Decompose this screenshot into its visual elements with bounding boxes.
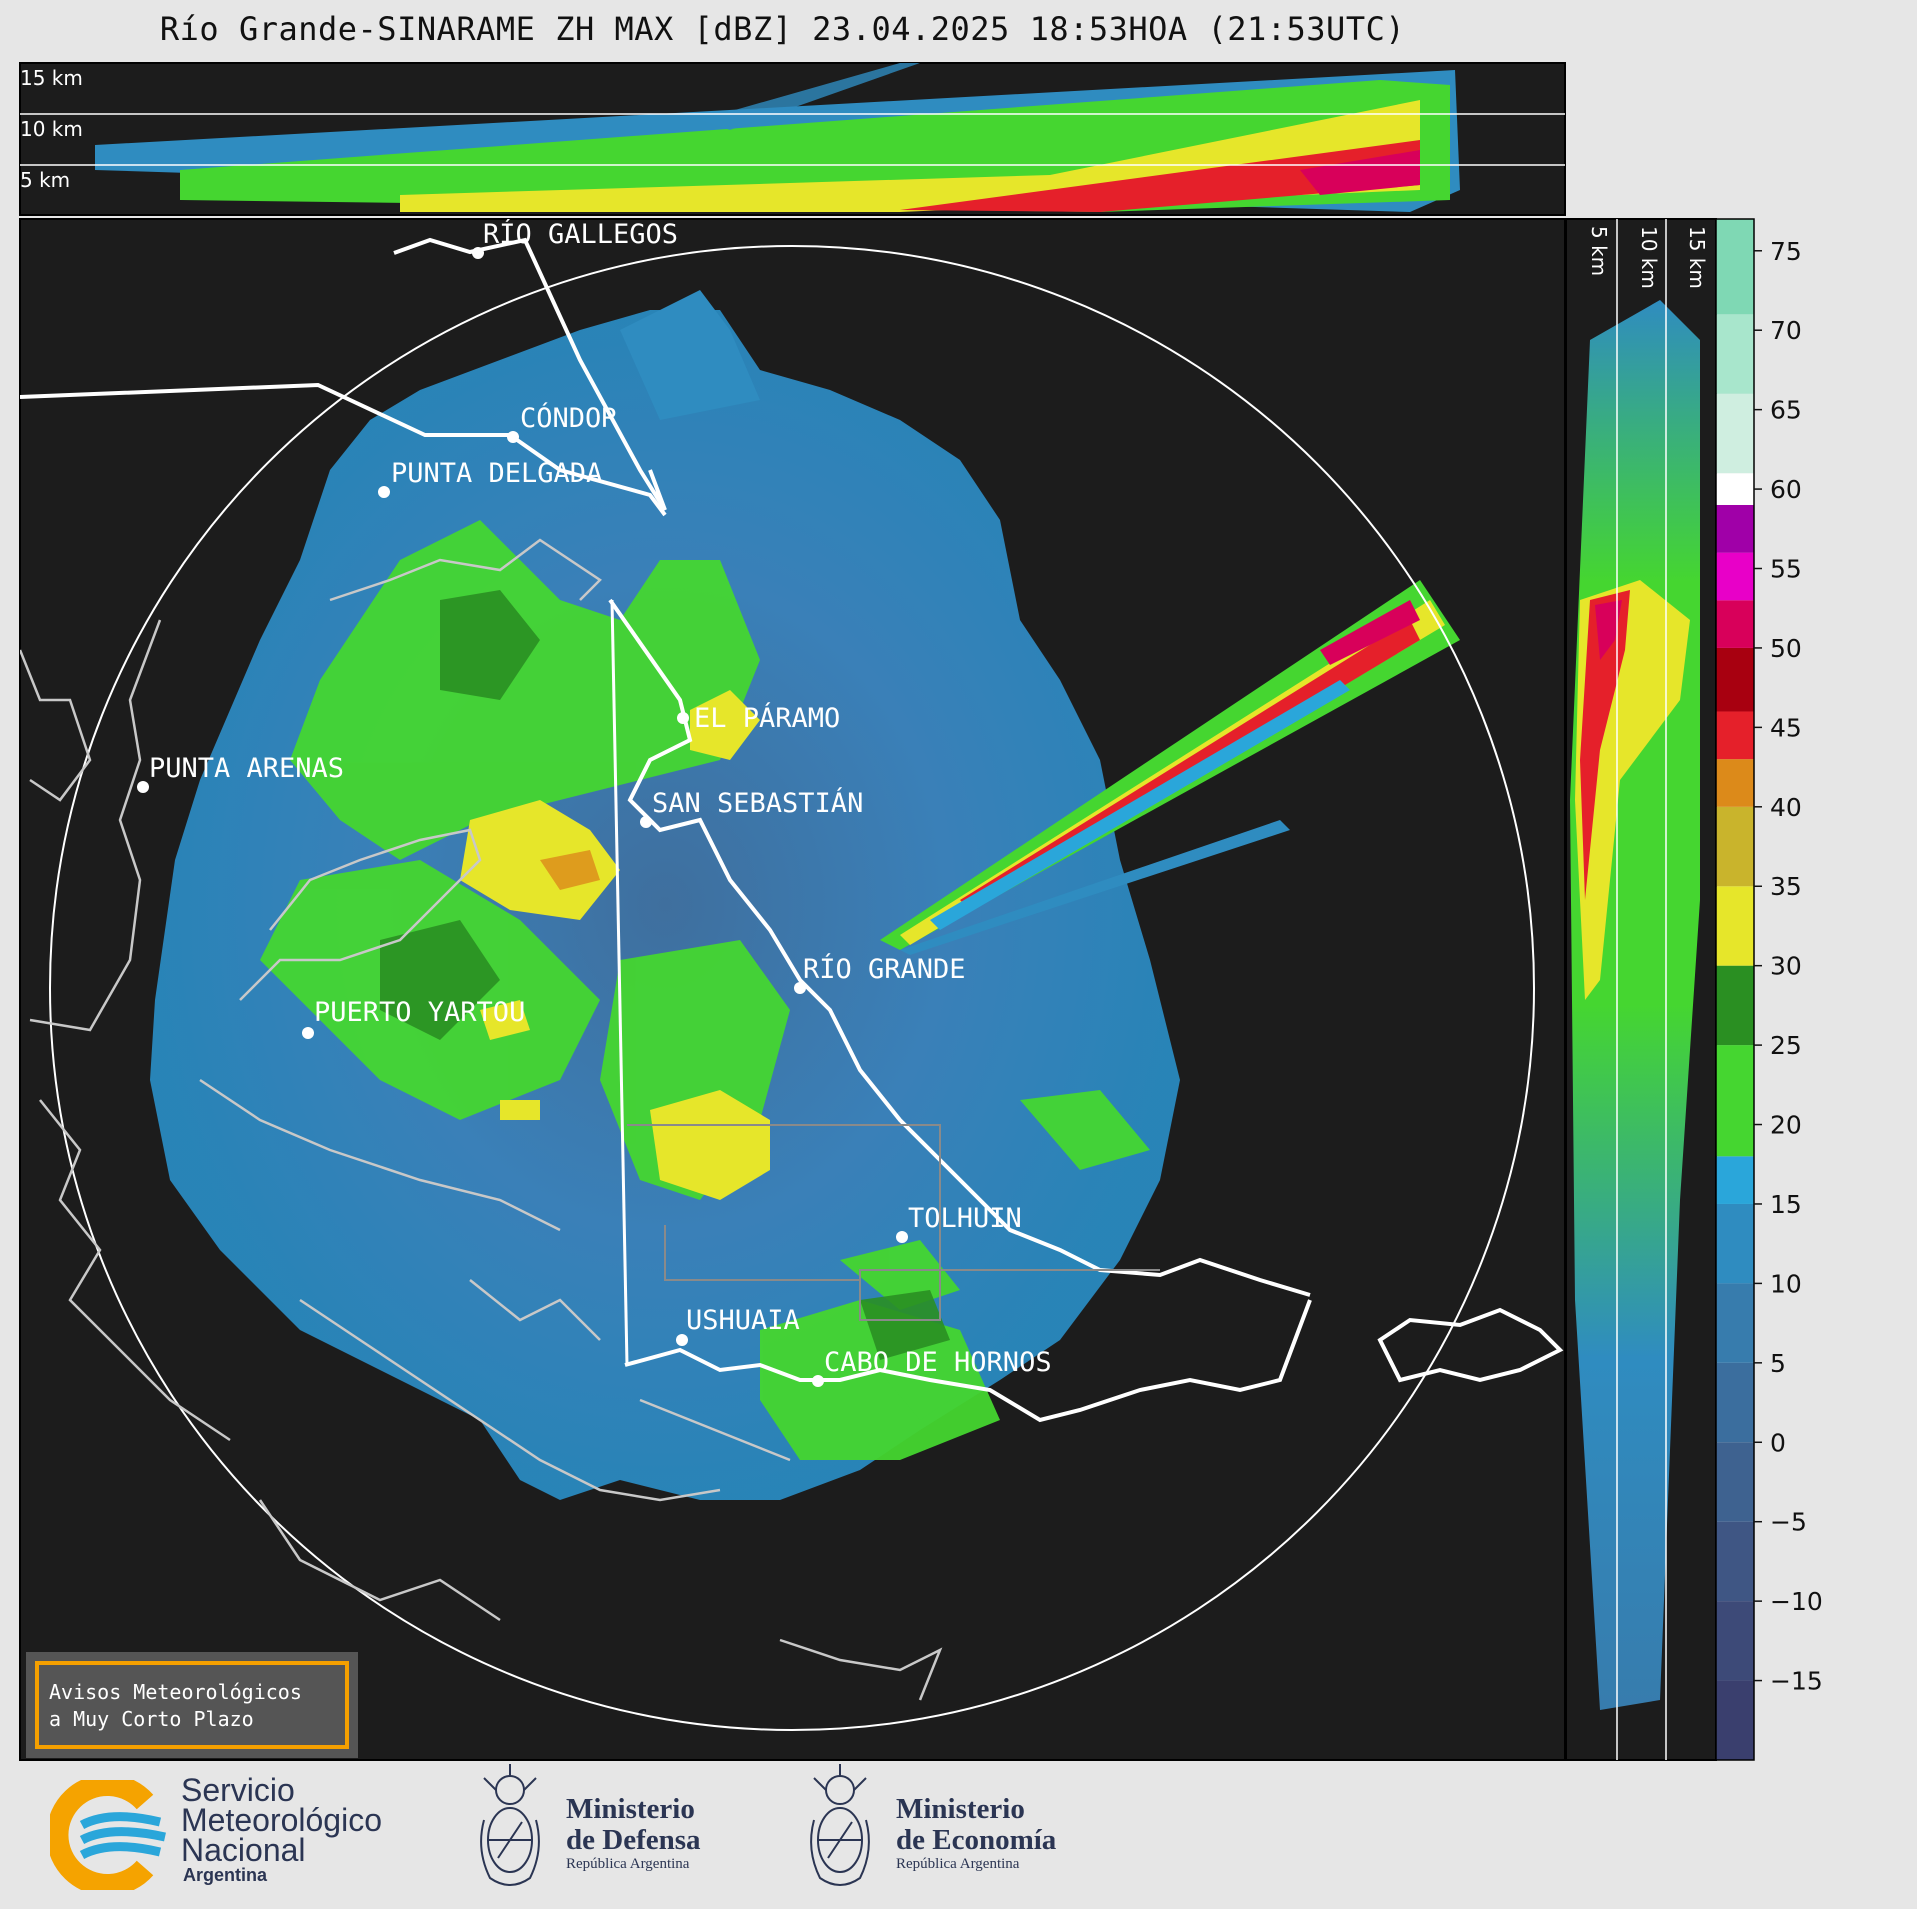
- nowcast-warning-line1: Avisos Meteorológicos: [49, 1680, 302, 1704]
- colorbar-tick-label: 60: [1770, 475, 1802, 504]
- colorbar-band: [1716, 552, 1754, 601]
- city-label-punta-delgada: PUNTA DELGADA: [391, 458, 602, 489]
- colorbar-tick-label: 55: [1770, 555, 1802, 584]
- economia-line1: Ministerio: [896, 1793, 1025, 1825]
- city-label-el-paramo: EL PÁRAMO: [694, 702, 840, 734]
- colorbar-tick-label: 40: [1770, 793, 1802, 822]
- colorbar-bands: [1716, 219, 1754, 1760]
- colorbar-tick-label: 0: [1770, 1428, 1786, 1457]
- nowcast-warning-frame: Avisos Meteorológicos a Muy Corto Plazo: [35, 1661, 349, 1749]
- dark-green-echoes: [380, 590, 950, 1360]
- colorbar-band: [1716, 759, 1754, 807]
- echo-field-north: [620, 290, 760, 420]
- economia-line2: de Economía: [896, 1824, 1057, 1856]
- colorbar-band: [1716, 1045, 1754, 1157]
- colorbar-band: [1716, 1680, 1754, 1760]
- border-line: [610, 599, 629, 1366]
- colorbar-band: [1716, 314, 1754, 394]
- coastline: [20, 538, 943, 1701]
- colorbar-tick-label: 50: [1770, 634, 1802, 663]
- smn-logo-icon: [50, 1780, 166, 1890]
- side-alt-label-5: 5 km: [1587, 226, 1611, 276]
- city-label-puerto-yartou: PUERTO YARTOU: [314, 997, 525, 1028]
- city-label-ushuaia: USHUAIA: [686, 1305, 800, 1336]
- colorbar-band: [1716, 219, 1754, 315]
- side-magenta-core: [1595, 600, 1622, 660]
- nowcast-warning-line2: a Muy Corto Plazo: [49, 1707, 254, 1731]
- city-label-san-sebastian: SAN SEBASTIÁN: [652, 787, 863, 819]
- smn-logo-text: Servicio Meteorológico Nacional Argentin…: [181, 1772, 382, 1886]
- colorbar-band: [1716, 806, 1754, 887]
- defensa-logo-text: Ministerio de Defensa República Argentin…: [566, 1794, 701, 1873]
- top-alt-label-5: 5 km: [20, 168, 70, 192]
- range-ring: [49, 245, 1535, 1731]
- nowcast-warning-box: Avisos Meteorológicos a Muy Corto Plazo: [26, 1652, 358, 1758]
- smn-line2: Meteorológico: [181, 1802, 382, 1838]
- colorbar-tick-label: 15: [1770, 1190, 1802, 1219]
- colorbar-band: [1716, 647, 1754, 712]
- city-label-tolhuin: TOLHUIN: [908, 1203, 1022, 1234]
- top-cross-section-panel: 15 km 10 km 5 km: [19, 62, 1566, 216]
- chart-title: Río Grande-SINARAME ZH MAX [dBZ] 23.04.2…: [159, 10, 1406, 48]
- top-alt-label-10: 10 km: [20, 117, 83, 141]
- colorbar-tick-label: −5: [1770, 1508, 1807, 1537]
- colorbar-band: [1716, 600, 1754, 648]
- colorbar-tick-label: 35: [1770, 872, 1802, 901]
- colorbar-band: [1716, 1521, 1754, 1602]
- colorbar-tick-label: 20: [1770, 1111, 1802, 1140]
- colorbar-tick-label: 65: [1770, 396, 1802, 425]
- city-label-rio-gallegos: RÍO GALLEGOS: [483, 218, 678, 250]
- city-label-punta-arenas: PUNTA ARENAS: [149, 753, 344, 784]
- colorbar-tick-label: −10: [1770, 1587, 1823, 1616]
- city-label-rio-grande: RÍO GRANDE: [803, 953, 966, 985]
- defensa-line2: de Defensa: [566, 1824, 701, 1856]
- smn-country: Argentina: [183, 1865, 268, 1885]
- city-markers: [137, 247, 908, 1387]
- colorbar-tick-label: 75: [1770, 237, 1802, 266]
- map-panel: RÍO GALLEGOS CÓNDOR PUNTA DELGADA PUNTA …: [19, 218, 1566, 1761]
- boundary-lines: [20, 237, 1564, 1423]
- coat-of-arms-icon-2: [810, 1764, 870, 1886]
- colorbar-tick-label: 25: [1770, 1031, 1802, 1060]
- colorbar-tick-label: 5: [1770, 1349, 1786, 1378]
- colorbar-tick-label: −15: [1770, 1667, 1823, 1696]
- colorbar-band: [1716, 393, 1754, 474]
- coat-of-arms-icon: [480, 1764, 540, 1886]
- colorbar-tick-label: 45: [1770, 713, 1802, 742]
- colorbar-band: [1716, 711, 1754, 760]
- smn-line3: Nacional: [181, 1832, 306, 1868]
- city-label-cabo-de-hornos: CABO DE HORNOS: [824, 1347, 1052, 1378]
- colorbar-band: [1716, 965, 1754, 1046]
- interference-spike: [880, 580, 1460, 955]
- colorbar-band: [1716, 473, 1754, 505]
- colorbar-band: [1716, 1442, 1754, 1522]
- colorbar-band: [1716, 1156, 1754, 1204]
- top-alt-label-15: 15 km: [20, 66, 83, 90]
- side-cross-section-panel: 5 km 10 km 15 km: [1565, 218, 1717, 1761]
- colorbar-band: [1716, 504, 1754, 553]
- colorbar-band: [1716, 1283, 1754, 1363]
- colorbar-tick-label: 30: [1770, 952, 1802, 981]
- city-label-condor: CÓNDOR: [520, 402, 618, 434]
- economia-logo-text: Ministerio de Economía República Argenti…: [896, 1794, 1056, 1873]
- colorbar-band: [1716, 1203, 1754, 1284]
- colorbar-band: [1716, 886, 1754, 966]
- defensa-sub: República Argentina: [566, 1856, 690, 1872]
- side-alt-label-10: 10 km: [1637, 226, 1661, 289]
- side-alt-label-15: 15 km: [1685, 226, 1709, 289]
- defensa-line1: Ministerio: [566, 1793, 695, 1825]
- orange-echo: [540, 850, 600, 890]
- colorbar-band: [1716, 1601, 1754, 1681]
- smn-line1: Servicio: [181, 1772, 295, 1808]
- colorbar-tick-label: 10: [1770, 1269, 1802, 1298]
- colorbar-tick-label: 70: [1770, 316, 1802, 345]
- municipal-lines: [627, 1124, 1160, 1321]
- economia-sub: República Argentina: [896, 1856, 1020, 1872]
- colorbar-band: [1716, 1362, 1754, 1443]
